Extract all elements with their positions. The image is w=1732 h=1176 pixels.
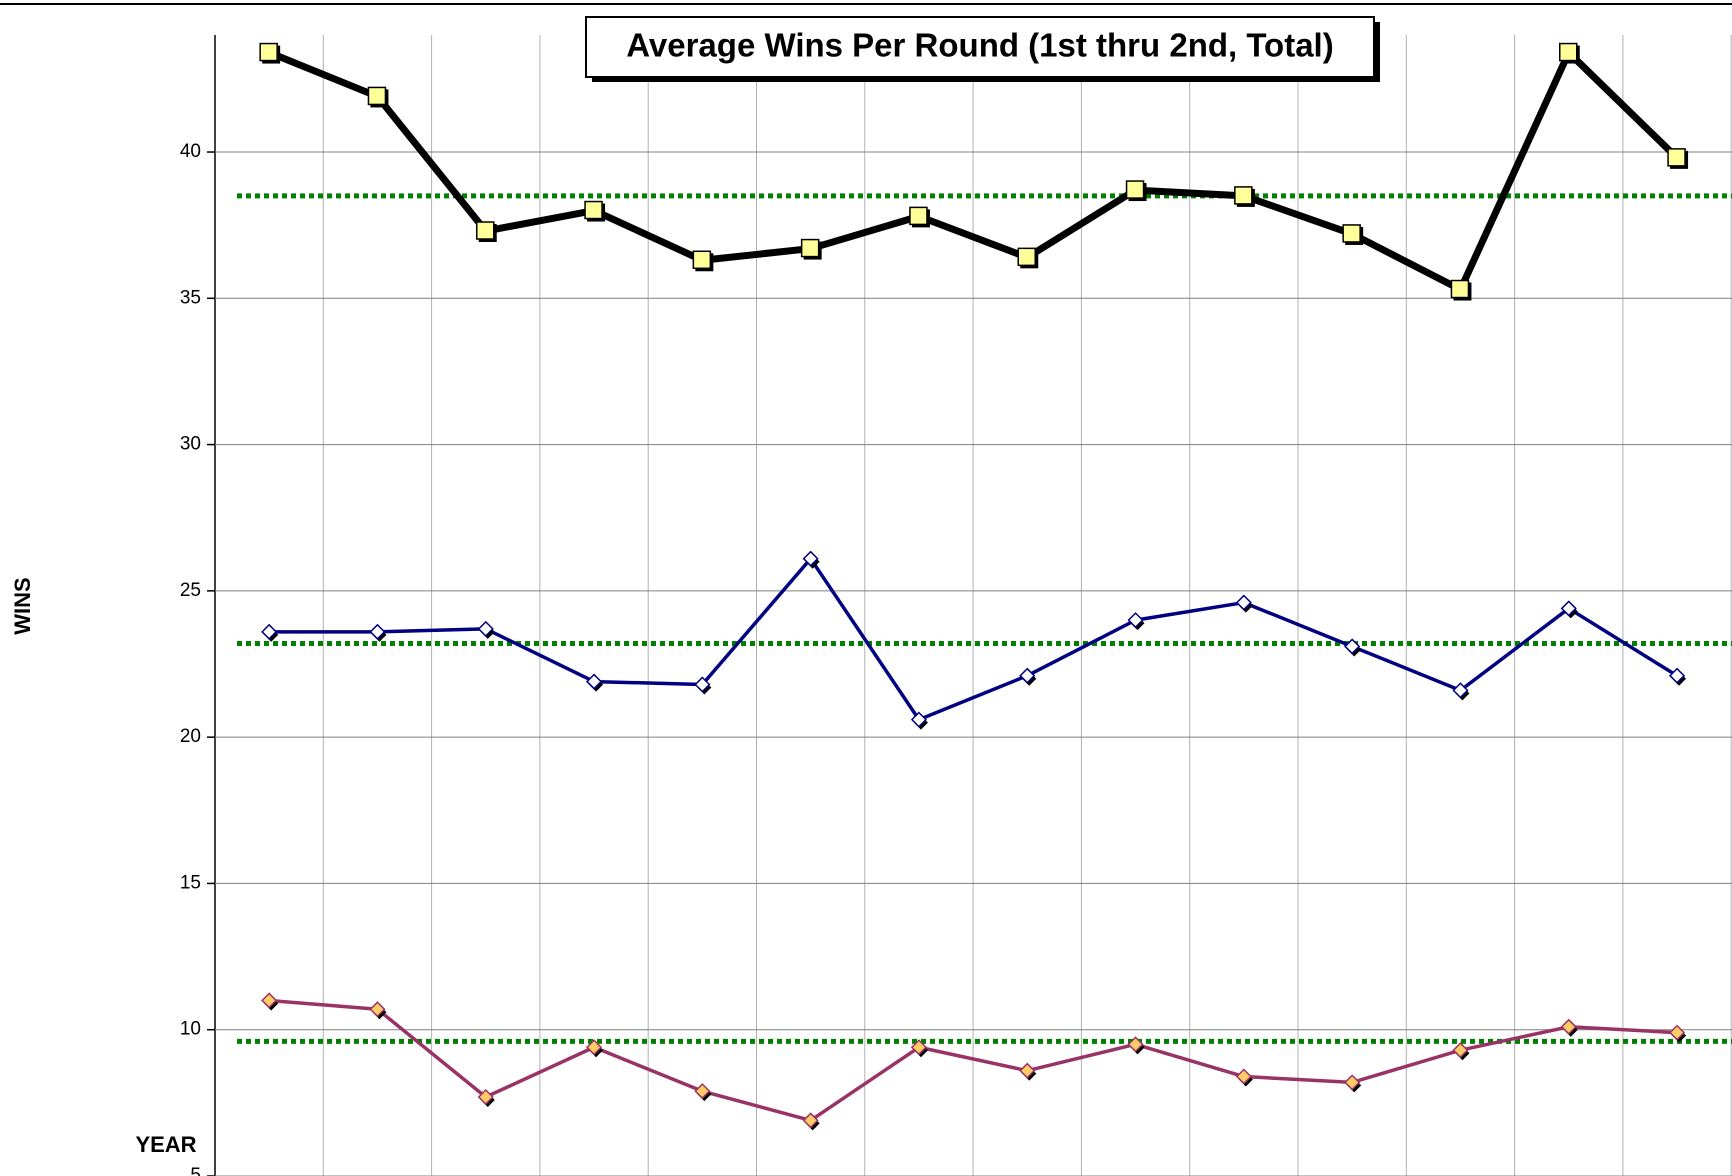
marker — [1125, 180, 1145, 199]
chart-title: Average Wins Per Round (1st thru 2nd, To… — [626, 27, 1333, 64]
marker — [694, 1083, 711, 1100]
marker — [910, 1039, 928, 1056]
marker — [802, 550, 819, 567]
marker — [1235, 594, 1252, 611]
y-tick-label: 40 — [180, 141, 201, 162]
marker — [1560, 1018, 1577, 1035]
x-axis-label: YEAR — [135, 1132, 196, 1157]
marker — [1667, 148, 1686, 167]
marker — [261, 623, 278, 640]
marker — [1344, 638, 1361, 655]
grid: 5 10 15 20 25 30 35 40 — [180, 35, 1732, 1176]
marker — [1342, 224, 1361, 243]
title-box — [585, 16, 1375, 78]
marker — [1450, 279, 1470, 299]
y-tick-label: 25 — [180, 580, 201, 601]
marker — [909, 206, 928, 226]
marker — [694, 676, 711, 693]
marker — [1127, 1036, 1144, 1053]
marker — [477, 1088, 494, 1106]
marker — [369, 1001, 386, 1018]
marker — [585, 1039, 603, 1056]
marker — [1560, 600, 1577, 617]
y-tick-label: 30 — [180, 434, 201, 455]
marker — [1019, 667, 1036, 684]
marker — [910, 711, 928, 728]
marker — [1235, 1068, 1252, 1085]
marker — [367, 86, 387, 106]
marker — [1127, 612, 1144, 629]
marker — [584, 200, 603, 220]
marker — [1234, 186, 1253, 205]
y-tick-label: 5 — [190, 1165, 201, 1176]
series-line — [267, 49, 1680, 294]
marker — [1559, 42, 1578, 62]
marker — [1668, 1024, 1686, 1041]
marker — [1452, 1042, 1469, 1059]
marker — [1668, 667, 1686, 684]
marker — [802, 1112, 819, 1129]
marker — [800, 238, 820, 258]
marker — [477, 620, 494, 637]
y-tick-label: 20 — [180, 726, 201, 747]
y-axis-label: WINS — [10, 577, 35, 634]
marker — [692, 250, 712, 270]
marker — [1344, 1074, 1361, 1091]
marker — [1452, 682, 1469, 699]
marks — [237, 42, 1732, 1131]
y-tick-label: 35 — [180, 287, 201, 308]
marker — [1019, 1062, 1036, 1079]
marker — [261, 992, 278, 1009]
marker — [1017, 247, 1036, 267]
y-tick-label: 15 — [180, 872, 201, 893]
marker — [476, 221, 495, 240]
y-tick-label: 10 — [180, 1019, 201, 1040]
marker — [369, 623, 386, 640]
series-line — [269, 556, 1678, 722]
marker — [259, 42, 278, 62]
series-line — [269, 998, 1678, 1123]
marker — [585, 673, 603, 690]
